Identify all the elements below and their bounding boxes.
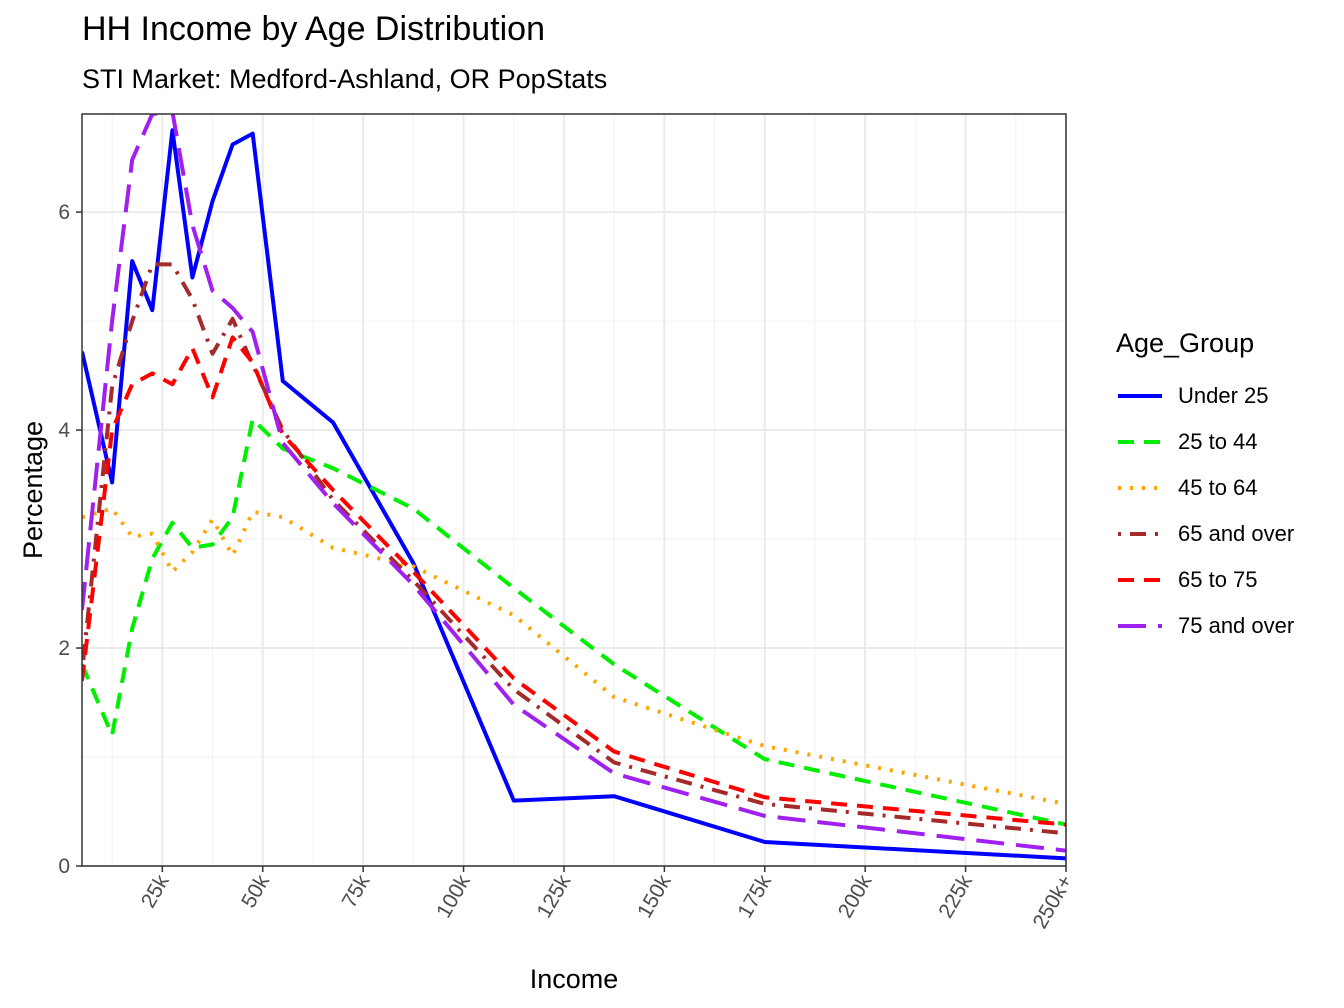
x-tick-label: 75k xyxy=(338,871,375,912)
x-tick-label: 225k xyxy=(934,871,977,922)
y-tick-label: 2 xyxy=(58,637,70,660)
legend-key xyxy=(1118,486,1162,490)
legend-item: 65 to 75 xyxy=(1112,557,1294,603)
legend-label: 65 to 75 xyxy=(1178,567,1258,592)
legend-key xyxy=(1118,440,1162,444)
y-tick-label: 4 xyxy=(58,419,70,442)
minor-grid xyxy=(82,114,1066,866)
y-tick-label: 0 xyxy=(58,855,70,878)
legend-label: 45 to 64 xyxy=(1178,475,1258,500)
x-tick-label: 125k xyxy=(533,871,576,922)
major-grid xyxy=(82,114,1067,867)
legend-key xyxy=(1118,578,1162,582)
x-tick-label: 175k xyxy=(733,871,776,922)
legend-item: 25 to 44 xyxy=(1112,419,1294,465)
legend-item: 75 and over xyxy=(1112,603,1294,649)
series-line-65-to-75 xyxy=(82,335,1066,827)
x-tick-label: 100k xyxy=(432,871,475,922)
axis-ticks: 25k 50k 75k 100k 125k 150k 175k 200k 225k 250k+ 0 2… xyxy=(58,201,1077,932)
legend-title: Age_Group xyxy=(1116,328,1255,358)
x-tick-label: 150k xyxy=(633,871,676,922)
y-tick-label: 6 xyxy=(58,201,70,224)
y-axis-title: Percentage xyxy=(18,421,48,559)
legend-label: 65 and over xyxy=(1178,521,1295,546)
x-tick-label: 250k+ xyxy=(1029,871,1078,933)
legend-items: Under 25 25 to 44 45 to 64 65 and over 65 to… xyxy=(1112,373,1294,649)
legend-item: 65 and over xyxy=(1112,511,1294,557)
x-tick-label: 25k xyxy=(137,871,174,912)
chart-title: HH Income by Age Distribution xyxy=(82,10,545,48)
x-axis-title: Income xyxy=(530,964,619,994)
series-line-under-25 xyxy=(82,128,1066,861)
legend-item: Under 25 xyxy=(1112,373,1294,419)
chart-subtitle: STI Market: Medford-Ashland, OR PopStats xyxy=(82,64,608,94)
series-line-45-to-64 xyxy=(82,506,1066,806)
series-line-65-and-over xyxy=(82,262,1066,836)
legend: Age_Group Under 25 25 to 44 45 to 64 65 and… xyxy=(1112,328,1294,649)
x-tick-label: 200k xyxy=(834,871,877,922)
legend-item: 45 to 64 xyxy=(1112,465,1294,511)
legend-label: Under 25 xyxy=(1178,383,1269,408)
legend-label: 75 and over xyxy=(1178,613,1295,638)
panel-border xyxy=(81,113,1067,867)
series-line-25-to-44 xyxy=(82,417,1066,827)
legend-key xyxy=(1118,532,1162,536)
legend-key xyxy=(1118,394,1162,398)
x-tick-label: 50k xyxy=(237,871,274,912)
legend-label: 25 to 44 xyxy=(1178,429,1258,454)
series-lines xyxy=(82,114,1066,861)
series-line-75-and-over xyxy=(82,114,1066,853)
legend-key xyxy=(1118,624,1162,628)
